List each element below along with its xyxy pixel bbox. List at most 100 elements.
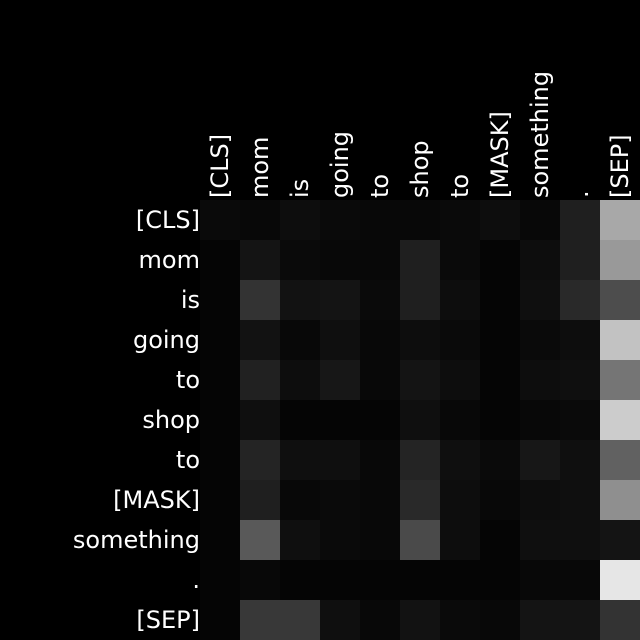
heatmap-cell-7-5 (400, 480, 440, 520)
y-tick-label-7: [MASK] (113, 486, 200, 514)
heatmap-cell-9-8 (520, 560, 560, 600)
x-tick-label-5: shop (406, 140, 434, 198)
heatmap-cell-7-7 (480, 480, 520, 520)
heatmap-cell-5-0 (200, 400, 240, 440)
heatmap-cell-0-6 (440, 200, 480, 240)
heatmap-cell-1-5 (400, 240, 440, 280)
y-tick-label-9: . (192, 566, 200, 594)
heatmap-cell-2-0 (200, 280, 240, 320)
heatmap-cell-7-10 (600, 480, 640, 520)
x-axis-labels: [CLS] mom is going to shop to [MASK] something.[… (206, 71, 634, 198)
heatmap-cell-2-1 (240, 280, 280, 320)
heatmap-cell-10-10 (600, 600, 640, 640)
y-tick-label-2: is (181, 286, 200, 314)
heatmap-cell-7-8 (520, 480, 560, 520)
heatmap-cell-4-5 (400, 360, 440, 400)
heatmap-cell-7-4 (360, 480, 400, 520)
heatmap-cell-6-1 (240, 440, 280, 480)
heatmap-cell-2-10 (600, 280, 640, 320)
heatmap-cell-6-3 (320, 440, 360, 480)
heatmap-cell-5-8 (520, 400, 560, 440)
y-tick-label-10: [SEP] (136, 606, 200, 634)
heatmap-cell-3-7 (480, 320, 520, 360)
heatmap-cell-5-9 (560, 400, 600, 440)
heatmap-cell-4-0 (200, 360, 240, 400)
heatmap-cell-10-2 (280, 600, 320, 640)
heatmap-cell-6-8 (520, 440, 560, 480)
heatmap-cell-6-6 (440, 440, 480, 480)
heatmap-cell-1-1 (240, 240, 280, 280)
heatmap-cell-2-9 (560, 280, 600, 320)
heatmap-cell-1-4 (360, 240, 400, 280)
heatmap-cell-8-7 (480, 520, 520, 560)
heatmap-cell-10-0 (200, 600, 240, 640)
heatmap-cell-9-4 (360, 560, 400, 600)
heatmap-cells (200, 200, 640, 640)
x-tick-label-4: to (366, 174, 394, 198)
heatmap-cell-9-1 (240, 560, 280, 600)
heatmap-cell-3-10 (600, 320, 640, 360)
heatmap-cell-6-10 (600, 440, 640, 480)
heatmap-cell-6-7 (480, 440, 520, 480)
heatmap-cell-1-6 (440, 240, 480, 280)
heatmap-cell-8-9 (560, 520, 600, 560)
heatmap-cell-2-3 (320, 280, 360, 320)
heatmap-cell-9-2 (280, 560, 320, 600)
heatmap-cell-2-6 (440, 280, 480, 320)
heatmap-cell-3-3 (320, 320, 360, 360)
heatmap-cell-1-7 (480, 240, 520, 280)
heatmap-cell-4-1 (240, 360, 280, 400)
heatmap-cell-5-6 (440, 400, 480, 440)
heatmap-cell-9-9 (560, 560, 600, 600)
heatmap-cell-10-8 (520, 600, 560, 640)
heatmap-cell-2-5 (400, 280, 440, 320)
heatmap-cell-3-1 (240, 320, 280, 360)
heatmap-cell-5-4 (360, 400, 400, 440)
heatmap-cell-6-4 (360, 440, 400, 480)
heatmap-cell-8-6 (440, 520, 480, 560)
heatmap-cell-10-7 (480, 600, 520, 640)
heatmap-cell-5-7 (480, 400, 520, 440)
heatmap-cell-2-4 (360, 280, 400, 320)
heatmap-cell-4-7 (480, 360, 520, 400)
heatmap-cell-8-2 (280, 520, 320, 560)
heatmap-cell-9-5 (400, 560, 440, 600)
y-tick-label-5: shop (142, 406, 200, 434)
heatmap-cell-3-8 (520, 320, 560, 360)
heatmap-cell-3-9 (560, 320, 600, 360)
heatmap-cell-9-0 (200, 560, 240, 600)
x-tick-label-10: [SEP] (606, 134, 634, 198)
heatmap-cell-8-5 (400, 520, 440, 560)
y-tick-label-6: to (176, 446, 200, 474)
heatmap-cell-7-2 (280, 480, 320, 520)
heatmap-cell-4-3 (320, 360, 360, 400)
heatmap-cell-5-3 (320, 400, 360, 440)
heatmap-cell-0-7 (480, 200, 520, 240)
heatmap-cell-2-2 (280, 280, 320, 320)
heatmap-cell-0-5 (400, 200, 440, 240)
heatmap-cell-1-0 (200, 240, 240, 280)
heatmap-cell-1-3 (320, 240, 360, 280)
x-tick-label-7: [MASK] (486, 111, 514, 198)
x-tick-label-9: . (566, 190, 594, 198)
heatmap-cell-7-3 (320, 480, 360, 520)
heatmap-cell-2-7 (480, 280, 520, 320)
heatmap-cell-10-3 (320, 600, 360, 640)
heatmap-cell-10-1 (240, 600, 280, 640)
heatmap-cell-4-8 (520, 360, 560, 400)
heatmap-cell-6-5 (400, 440, 440, 480)
y-tick-label-3: going (133, 326, 200, 354)
heatmap-cell-5-2 (280, 400, 320, 440)
heatmap-cell-5-5 (400, 400, 440, 440)
heatmap-cell-0-4 (360, 200, 400, 240)
heatmap-cell-0-3 (320, 200, 360, 240)
heatmap-cell-0-1 (240, 200, 280, 240)
heatmap-cell-8-4 (360, 520, 400, 560)
heatmap-cell-3-6 (440, 320, 480, 360)
x-tick-label-2: is (286, 179, 314, 198)
heatmap-cell-7-9 (560, 480, 600, 520)
heatmap-cell-9-7 (480, 560, 520, 600)
heatmap-cell-8-8 (520, 520, 560, 560)
heatmap-cell-10-4 (360, 600, 400, 640)
